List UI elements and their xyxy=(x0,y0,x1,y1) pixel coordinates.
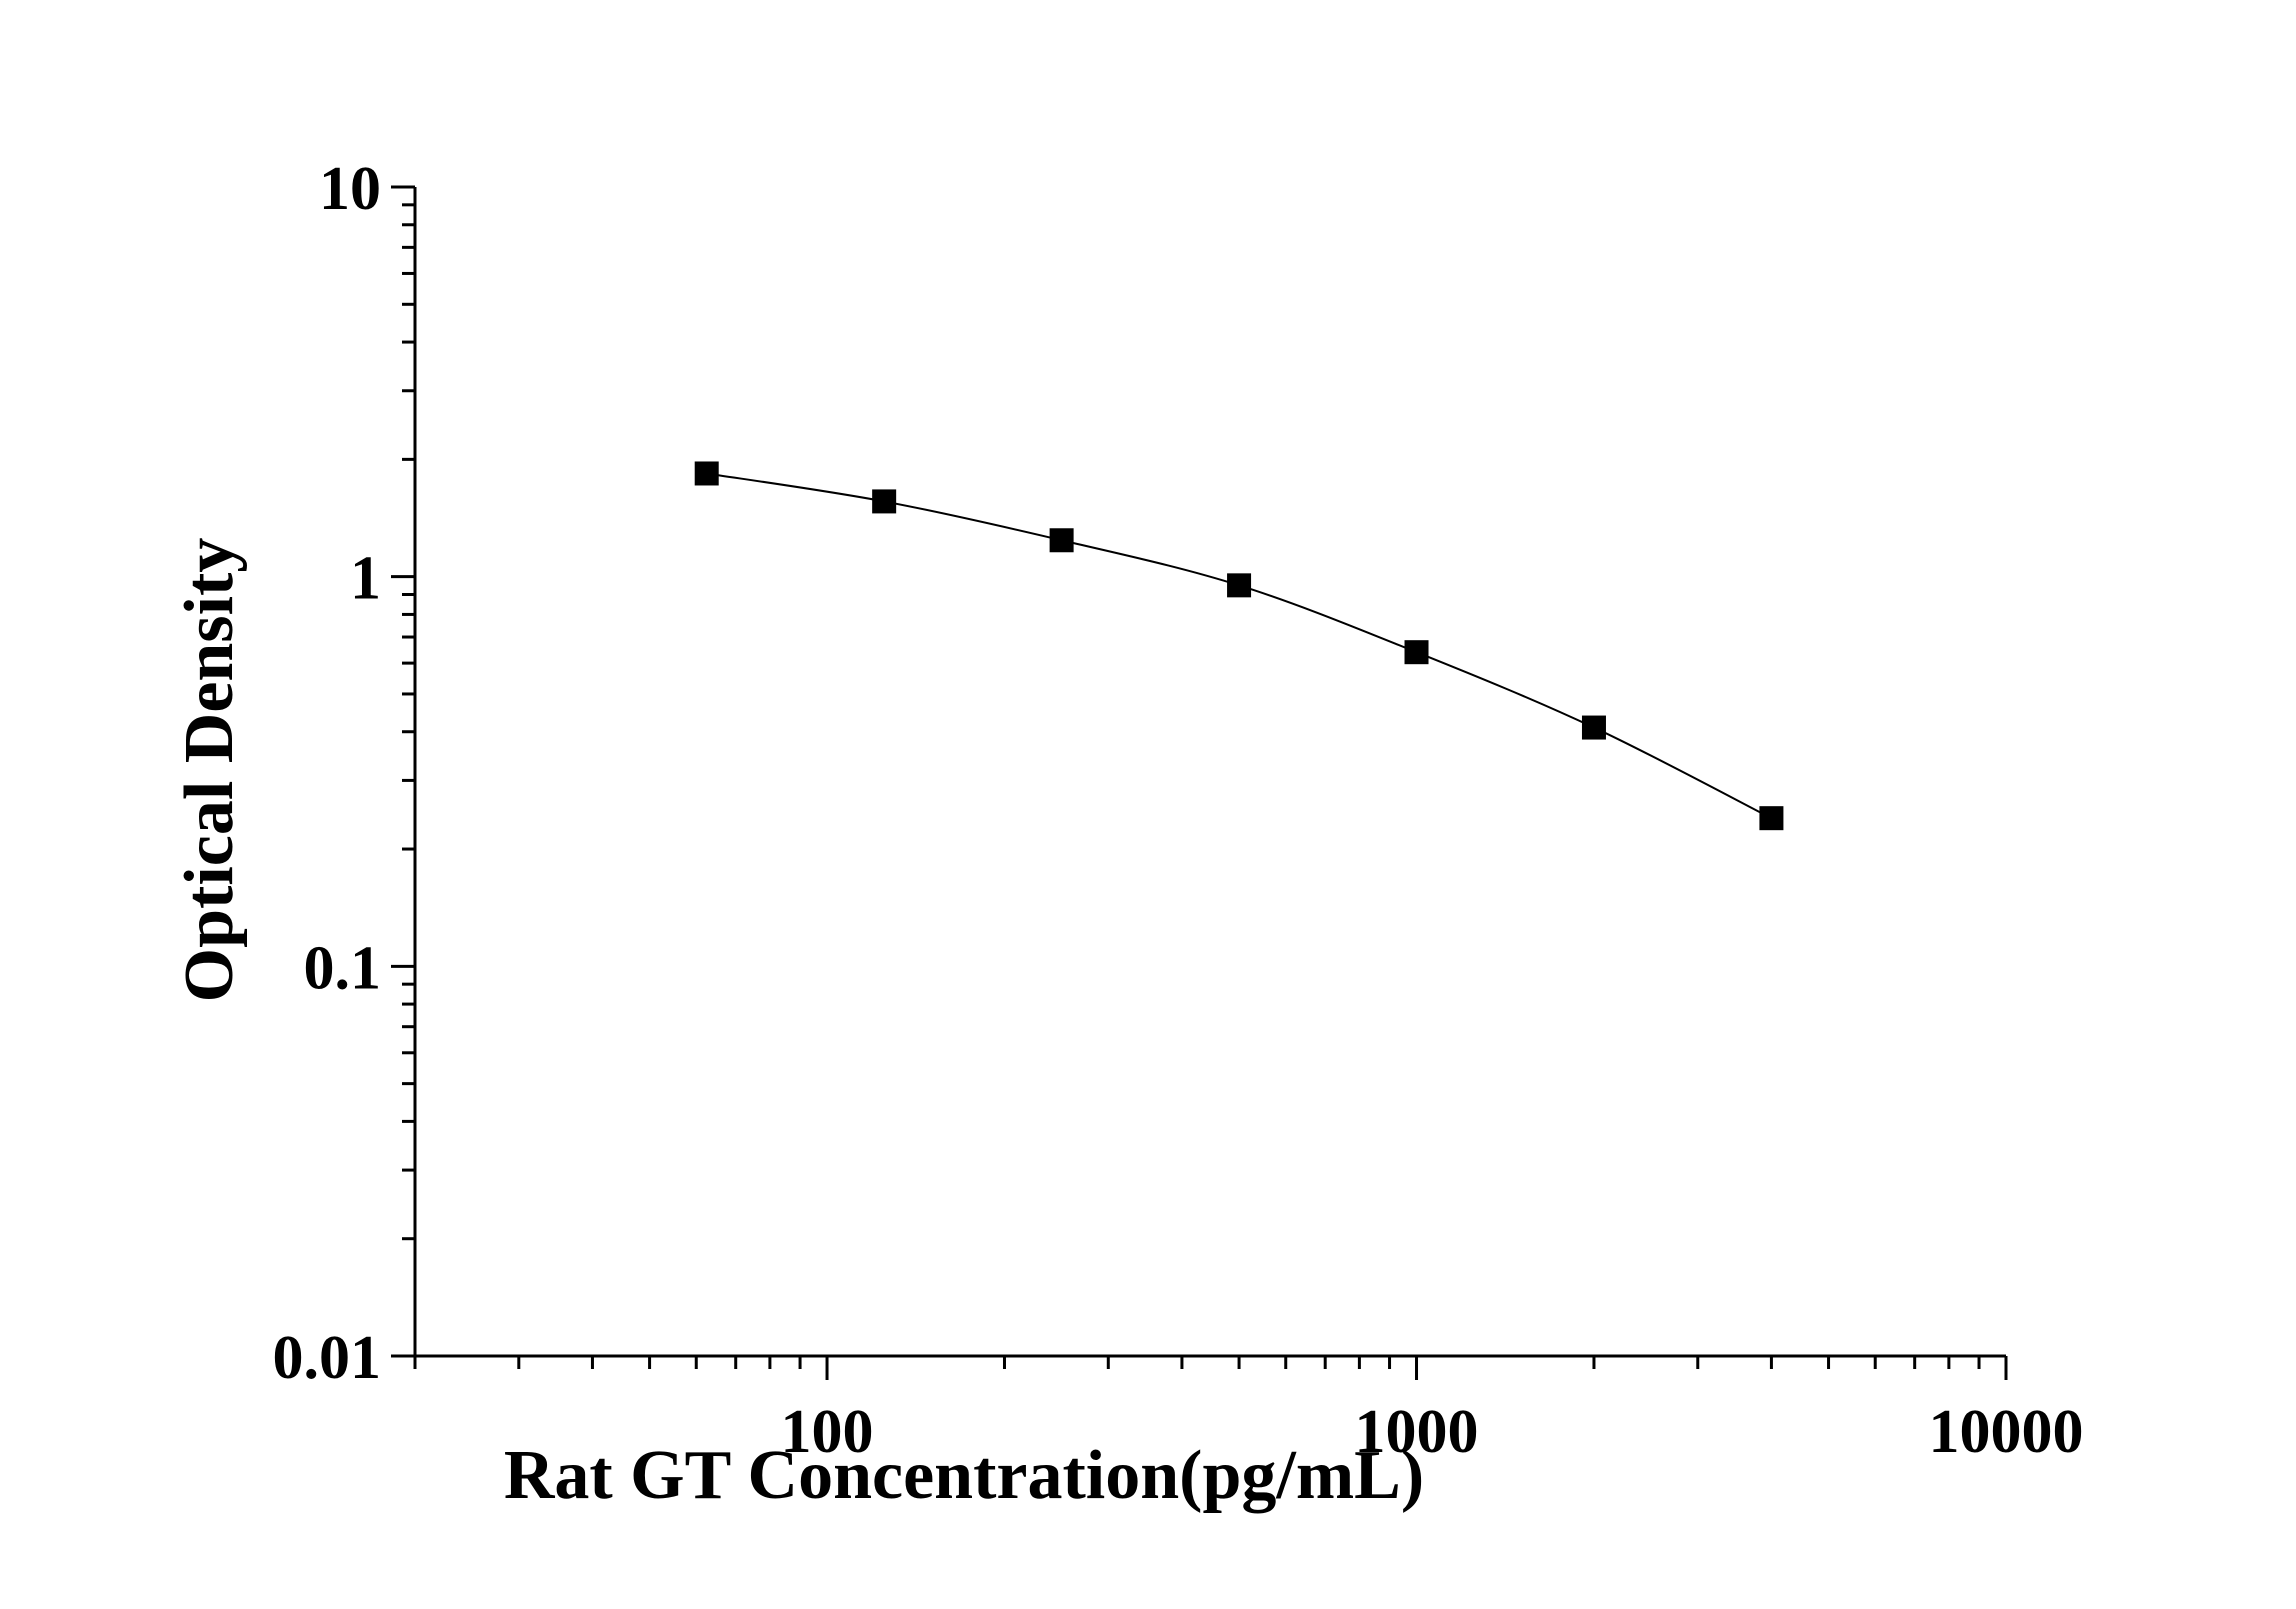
data-point xyxy=(1404,640,1429,665)
data-point xyxy=(694,461,719,486)
y-tick-label: 0.01 xyxy=(273,1324,382,1392)
y-axis-title: Optical Density xyxy=(171,538,248,1003)
x-tick-label: 100 xyxy=(781,1398,874,1466)
x-tick-label: 1000 xyxy=(1355,1398,1479,1466)
y-tick-label: 0.1 xyxy=(304,934,382,1002)
data-point xyxy=(1759,806,1784,831)
data-point xyxy=(1049,528,1074,553)
ticks: 0.01 0.1 1 10 100 1000 10000 xyxy=(273,155,2084,1466)
y-tick-label: 10 xyxy=(319,155,381,223)
data-point xyxy=(1227,573,1252,598)
data-point xyxy=(1581,715,1606,740)
series-line xyxy=(706,472,1772,820)
data-series xyxy=(694,461,1784,831)
axes xyxy=(413,187,2006,1358)
y-tick-label: 1 xyxy=(350,545,381,613)
x-axis-title: Rat GT Concentration(pg/mL) xyxy=(504,1437,1424,1514)
x-tick-label: 10000 xyxy=(1929,1398,2084,1466)
data-point xyxy=(872,489,897,514)
